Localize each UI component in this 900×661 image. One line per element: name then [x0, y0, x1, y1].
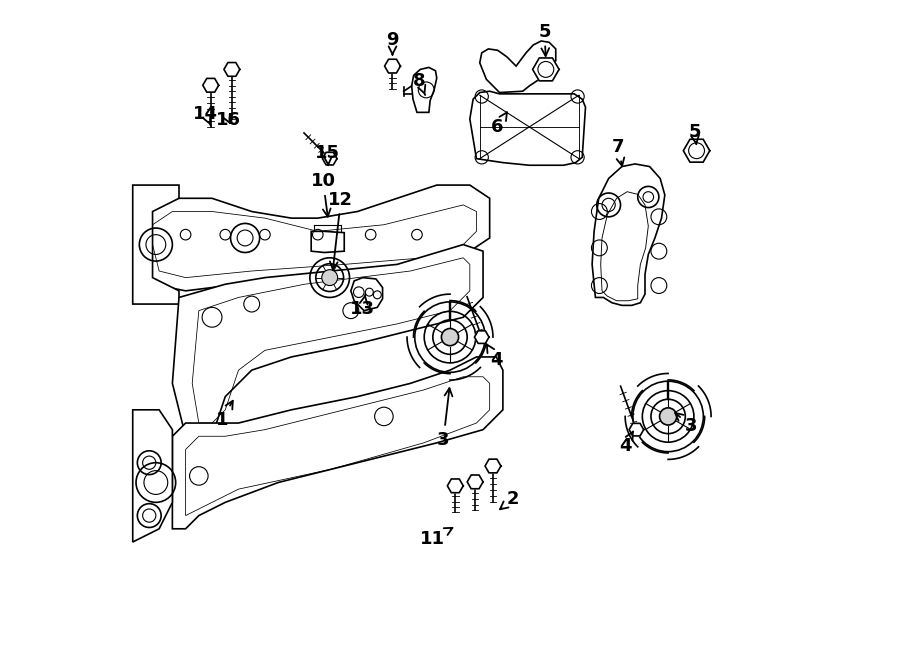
Polygon shape	[384, 59, 400, 73]
Text: 10: 10	[310, 172, 336, 217]
Polygon shape	[224, 63, 239, 76]
Polygon shape	[629, 423, 643, 436]
Polygon shape	[485, 459, 501, 473]
Text: 11: 11	[420, 528, 453, 548]
Text: 3: 3	[675, 413, 698, 436]
Text: 16: 16	[216, 111, 241, 130]
Polygon shape	[202, 79, 219, 92]
Polygon shape	[470, 91, 586, 165]
Polygon shape	[140, 185, 490, 291]
Polygon shape	[683, 139, 710, 162]
Text: 14: 14	[193, 104, 218, 126]
Polygon shape	[351, 278, 382, 311]
Polygon shape	[322, 152, 337, 165]
Text: 13: 13	[350, 294, 375, 318]
Text: 6: 6	[491, 112, 507, 136]
Polygon shape	[474, 330, 489, 344]
Text: 2: 2	[500, 490, 519, 509]
Circle shape	[322, 270, 338, 286]
Text: 1: 1	[216, 401, 233, 429]
Polygon shape	[467, 475, 483, 488]
Text: 9: 9	[386, 30, 399, 55]
Polygon shape	[411, 67, 436, 112]
Text: 5: 5	[538, 22, 551, 56]
Text: 8: 8	[413, 71, 426, 95]
Polygon shape	[592, 164, 665, 305]
Text: 3: 3	[437, 388, 453, 449]
Polygon shape	[311, 231, 344, 253]
Text: 4: 4	[619, 432, 633, 455]
Polygon shape	[132, 410, 173, 542]
Text: 5: 5	[688, 123, 701, 144]
Polygon shape	[480, 41, 556, 93]
Circle shape	[660, 408, 677, 425]
Polygon shape	[173, 245, 483, 436]
Circle shape	[441, 329, 459, 346]
Polygon shape	[533, 58, 559, 81]
Text: 4: 4	[487, 344, 502, 369]
Text: 12: 12	[328, 190, 354, 270]
Text: 15: 15	[315, 144, 340, 165]
Polygon shape	[447, 479, 464, 492]
Text: 7: 7	[612, 137, 625, 166]
Polygon shape	[173, 357, 503, 529]
Polygon shape	[132, 185, 179, 304]
